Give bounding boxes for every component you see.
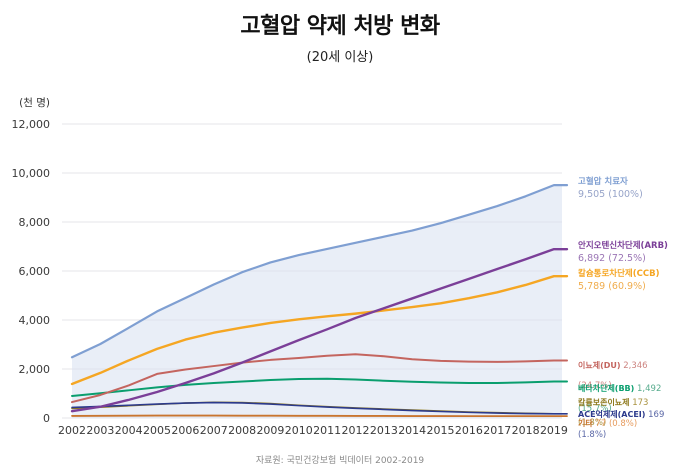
legend-series-value: 6,892 (72.5%) (578, 252, 646, 264)
legend-item-4: 베타차단제(BB) 1,492 (15.7%) (578, 376, 678, 416)
legend-item-0: 고혈압 치료자 9,505 (100%) (578, 177, 678, 201)
legend-series-value: 169 (1.8%) (578, 410, 665, 440)
x-tick-label: 2006 (171, 424, 199, 437)
legend-item-5: 칼륨보존이뇨제 173 (1.8%) (578, 390, 678, 430)
legend-item-3: 이뇨제(DU) 2,346 (24.7%) (578, 353, 678, 393)
x-tick-label: 2009 (256, 424, 284, 437)
legend-series-name: 안지오텐신차단제(ARB) (578, 241, 668, 251)
legend-series-name: 기타 (578, 419, 593, 428)
x-tick-label: 2015 (427, 424, 455, 437)
legend-series-value: 173 (1.8%) (578, 398, 649, 428)
legend-series-name: 고혈압 치료자 (578, 177, 628, 187)
x-tick-label: 2003 (86, 424, 114, 437)
x-tick-label: 2011 (313, 424, 341, 437)
x-tick-label: 2004 (115, 424, 143, 437)
y-axis-unit-label: (천 명) (19, 97, 50, 109)
series-line-0 (70, 184, 569, 359)
y-tick-label: 8,000 (19, 216, 51, 229)
series-line-6 (71, 401, 568, 415)
y-tick-label: 6,000 (19, 265, 51, 278)
legend-item-2: 칼슘통로차단제(CCB) 5,789 (60.9%) (578, 269, 678, 293)
x-tick-label: 2014 (398, 424, 426, 437)
y-tick-label: 4,000 (19, 314, 51, 327)
legend-item-1: 안지오텐신차단제(ARB) 6,892 (72.5%) (578, 241, 678, 265)
series-line-3 (71, 353, 568, 404)
x-tick-label: 2013 (370, 424, 398, 437)
x-tick-label: 2012 (342, 424, 370, 437)
series-line-7 (71, 414, 568, 418)
x-tick-label: 2008 (228, 424, 256, 437)
x-tick-label: 2007 (200, 424, 228, 437)
y-tick-label: 2,000 (19, 363, 51, 376)
y-tick-label: 0 (43, 412, 50, 425)
chart-source: 자료원: 국민건강보험 빅데이터 2002-2019 (255, 456, 425, 466)
legend-series-value: 77 (0.8%) (592, 419, 638, 429)
legend-item-7: 기타 77 (0.8%) (578, 411, 678, 431)
chart-subtitle: (20세 이상) (306, 50, 374, 65)
legend-series-value: 1,492 (15.7%) (578, 384, 662, 414)
legend-series-value: 5,789 (60.9%) (578, 280, 646, 292)
x-tick-label: 2010 (285, 424, 313, 437)
legend-item-6: ACE억제제(ACEI) 169 (1.8%) (578, 402, 678, 442)
x-tick-label: 2005 (143, 424, 171, 437)
area-fill-treated-patients (72, 185, 562, 418)
x-tick-label: 2017 (483, 424, 511, 437)
x-tick-label: 2018 (512, 424, 540, 437)
y-tick-label: 12,000 (12, 118, 51, 131)
legend-series-name: 칼슘통로차단제(CCB) (578, 269, 660, 279)
chart-title: 고혈압 약제 처방 변화 (240, 14, 440, 39)
x-tick-label: 2002 (58, 424, 86, 437)
legend-series-name: ACE억제제(ACEI) (578, 410, 646, 419)
legend-series-value: 2,346 (24.7%) (578, 361, 648, 391)
series-line-2 (70, 274, 569, 386)
legend-series-name: 베타차단제(BB) (578, 384, 635, 393)
x-tick-label: 2016 (455, 424, 483, 437)
legend-series-name: 이뇨제(DU) (578, 361, 621, 370)
legend-series-value: 9,505 (100%) (578, 188, 643, 200)
y-tick-label: 10,000 (12, 167, 51, 180)
x-tick-label: 2019 (540, 424, 568, 437)
legend-series-name: 칼륨보존이뇨제 (578, 398, 630, 407)
series-line-1 (70, 247, 569, 413)
series-line-4 (71, 377, 568, 397)
